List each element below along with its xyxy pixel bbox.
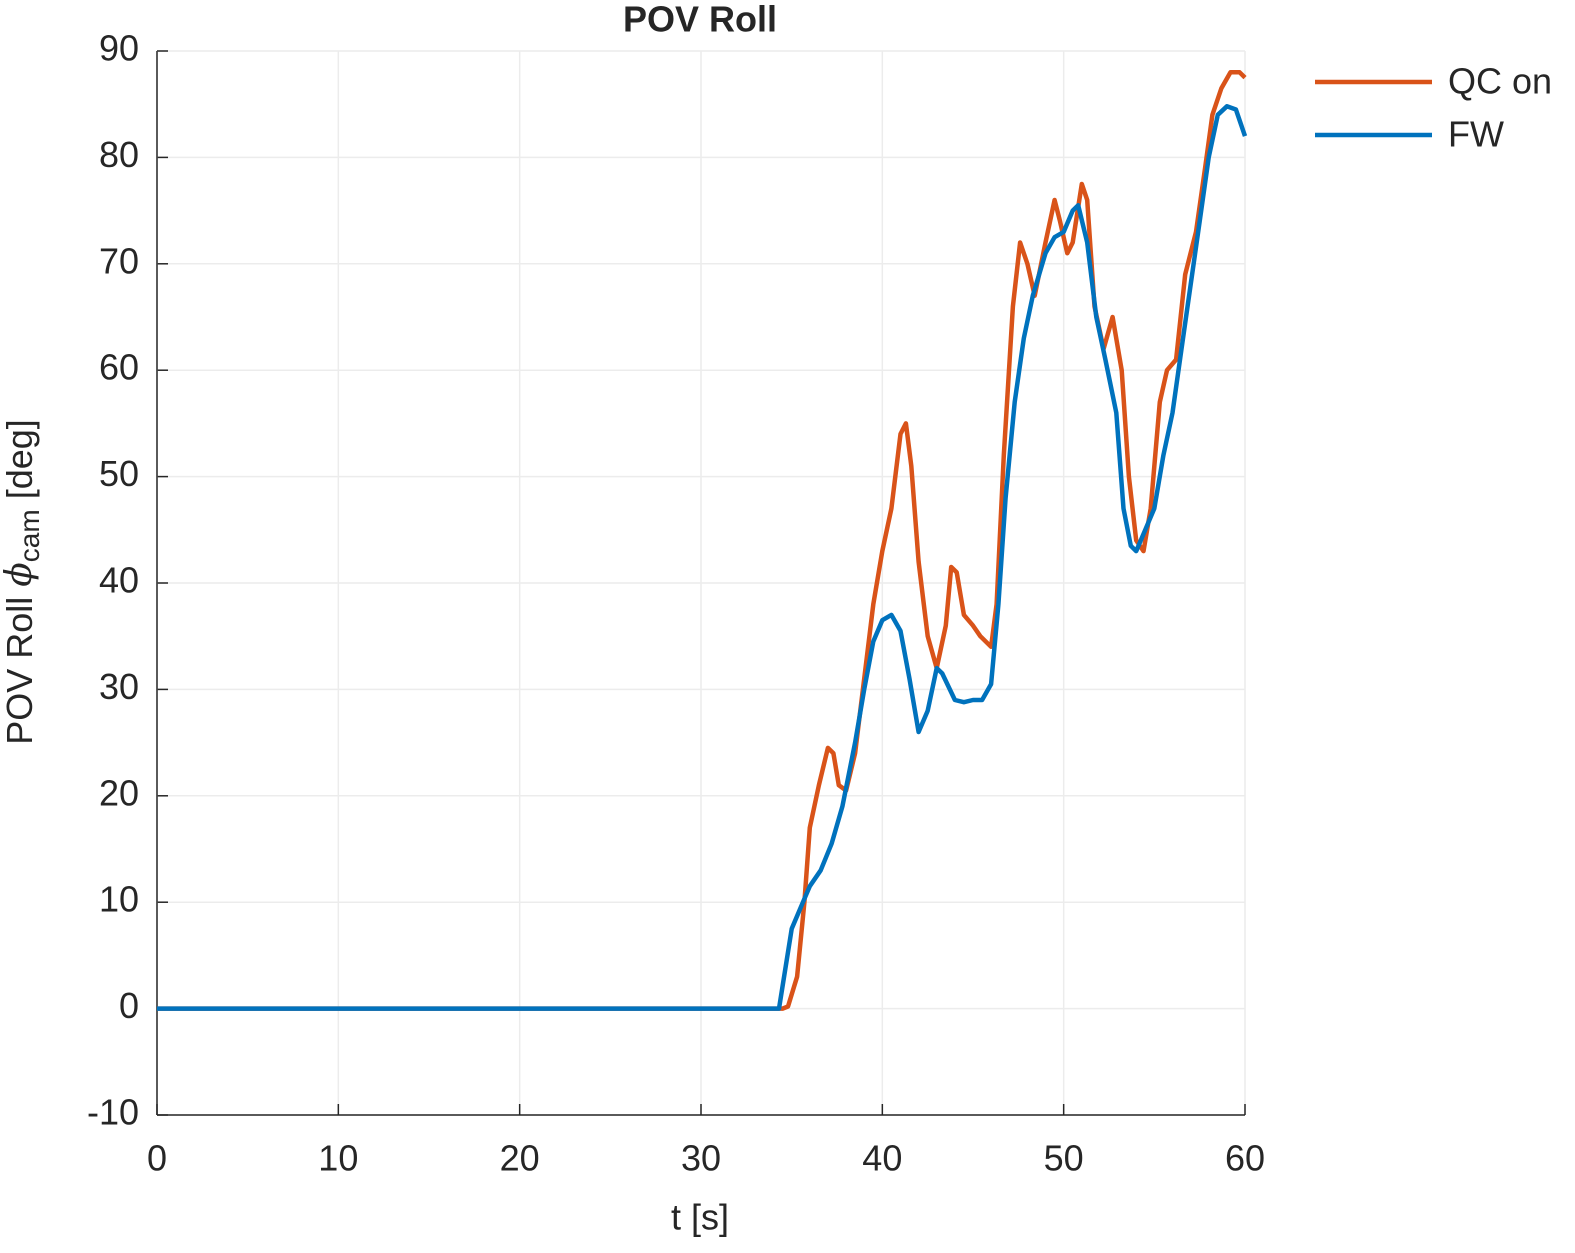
y-label-main: POV Roll — [0, 597, 40, 745]
y-tick-label: 60 — [99, 347, 139, 388]
x-tick-label: 40 — [862, 1138, 902, 1179]
y-label-suffix: [deg] — [0, 419, 40, 499]
x-tick-label: 60 — [1225, 1138, 1265, 1179]
y-tick-label: 40 — [99, 560, 139, 601]
x-tick-label: 20 — [500, 1138, 540, 1179]
y-tick-label: 80 — [99, 134, 139, 175]
x-tick-label: 10 — [318, 1138, 358, 1179]
chart-title: POV Roll — [623, 0, 777, 40]
y-tick-label: 0 — [119, 985, 139, 1026]
y-tick-label: 20 — [99, 772, 139, 813]
legend-label: FW — [1448, 114, 1504, 155]
y-label-symbol: ϕ — [0, 562, 40, 587]
y-tick-label: 30 — [99, 666, 139, 707]
y-tick-label: 70 — [99, 240, 139, 281]
series-line — [157, 104, 1248, 1011]
y-tick-label: -10 — [87, 1092, 139, 1133]
y-label-subscript: cam — [14, 509, 45, 562]
legend-label: QC on — [1448, 61, 1552, 102]
x-tick-label: 50 — [1044, 1138, 1084, 1179]
y-tick-label: 50 — [99, 453, 139, 494]
x-tick-label: 30 — [681, 1138, 721, 1179]
x-tick-label: 0 — [147, 1138, 167, 1179]
x-axis-label: t [s] — [671, 1197, 729, 1238]
y-tick-label: 90 — [99, 28, 139, 69]
y-tick-label: 10 — [99, 879, 139, 920]
y-axis-label: POV Roll ϕcam [deg] — [0, 419, 45, 745]
